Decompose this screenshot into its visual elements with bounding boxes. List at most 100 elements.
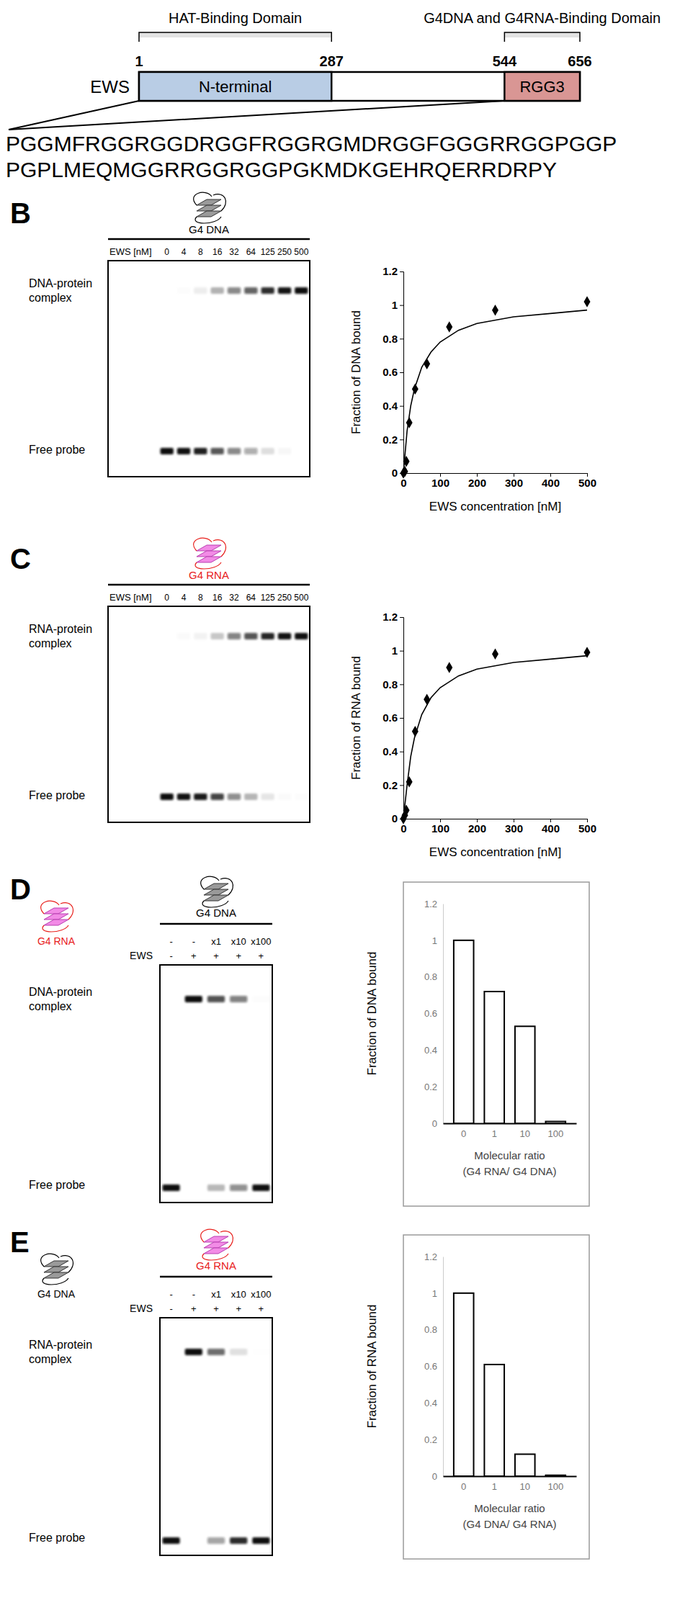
axis: 0100200300400500 [400, 819, 597, 835]
bracket-band [504, 32, 580, 38]
panel-letter: E [10, 1226, 30, 1259]
tick-mark [399, 372, 404, 374]
bar [484, 991, 505, 1124]
gel-band [294, 633, 308, 640]
tick: 0.6 [424, 1008, 444, 1020]
lane-label: - [169, 1289, 173, 1301]
tick: 1 [391, 644, 404, 657]
tick: 300 [504, 819, 523, 835]
lane-label: - [169, 1303, 173, 1315]
gel-band [244, 793, 258, 801]
gel-band [278, 448, 292, 455]
gel-band [207, 1184, 225, 1192]
residue-number: 287 [319, 53, 344, 70]
plot-area [453, 940, 566, 1124]
tick: 1.2 [424, 1251, 444, 1263]
tick-label: 0.6 [382, 365, 398, 379]
quartet [43, 1272, 69, 1279]
tick: 0.6 [382, 365, 404, 379]
lane-label: - [169, 936, 173, 948]
data-point [401, 466, 409, 478]
lane-label: 64 [246, 247, 257, 258]
axis: 00.20.40.60.811.2 [382, 610, 404, 825]
quartet [203, 895, 229, 902]
tick: 1 [491, 1476, 498, 1493]
tick-label: 1 [432, 1287, 438, 1299]
gel-band [261, 287, 275, 294]
gel-band [294, 448, 308, 455]
band-label: RNA-protein [28, 1339, 93, 1352]
loop [200, 876, 234, 908]
tick-label: 10 [520, 1128, 531, 1140]
lane-label: 0 [164, 592, 170, 603]
lane-label: x100 [250, 1289, 271, 1301]
tick-label: 0.2 [382, 779, 398, 792]
axis-line [443, 1123, 577, 1126]
tick-label: 0 [461, 1481, 467, 1493]
tick-label: 1.2 [424, 898, 438, 910]
protein-bar [139, 72, 580, 101]
loop [41, 1254, 74, 1286]
data-point [584, 296, 591, 308]
tick-label: 1 [432, 934, 438, 946]
tick: 200 [468, 473, 487, 490]
gel-band [229, 996, 248, 1003]
tick-label: 1 [491, 1128, 498, 1140]
tick: 0 [432, 1118, 444, 1130]
tick: 0.2 [424, 1081, 444, 1093]
lane-label: + [235, 950, 242, 962]
gel-band [244, 633, 258, 640]
tick-label: 0 [432, 1471, 438, 1483]
g4-icon [41, 1254, 74, 1286]
tick: 100 [431, 473, 450, 490]
x-axis-title: EWS concentration [nM] [429, 845, 562, 860]
tick: 10 [520, 1476, 531, 1493]
tick: 1.2 [382, 610, 404, 624]
tick-label: 0.8 [424, 1324, 438, 1336]
axis: 00.20.40.60.811.2 [424, 1251, 444, 1483]
axis: 0110100 [443, 1476, 577, 1493]
tick-label: 0.4 [424, 1045, 438, 1057]
probe-label: G4 DNA [188, 223, 230, 236]
gel-band [244, 448, 258, 455]
tick-label: 0 [400, 822, 407, 835]
panel-letter: C [10, 543, 31, 575]
residue-number: 656 [567, 53, 592, 70]
quartet [43, 1267, 69, 1273]
gel-band [227, 633, 241, 640]
plot-area [453, 1293, 566, 1477]
tick: 1 [432, 1287, 444, 1299]
gel-band [227, 793, 241, 801]
tick-label: 1 [391, 644, 398, 657]
tick-label: 0.6 [424, 1008, 438, 1020]
gel-band [261, 793, 275, 801]
axis: 00.20.40.60.811.2 [424, 898, 444, 1130]
lane-label: + [213, 950, 219, 962]
lane-label: - [192, 1289, 196, 1301]
loop [41, 901, 74, 933]
tick-label: 0 [391, 812, 398, 825]
tick-label: 0.2 [424, 1434, 438, 1446]
gel-band [229, 1537, 248, 1545]
quartet [196, 211, 222, 217]
panel-letter: D [10, 873, 31, 906]
gel-band [261, 448, 275, 455]
axis: 0110100 [443, 1123, 577, 1140]
quartet [203, 1248, 229, 1255]
tick-mark [399, 439, 404, 441]
lane-label: 16 [212, 247, 223, 258]
y-axis-title: Fraction of RNA bound [365, 1305, 379, 1430]
quartet [43, 919, 69, 926]
tick: 400 [541, 819, 560, 835]
tick: 300 [504, 473, 523, 490]
lane-label: 16 [212, 592, 223, 603]
tick: 1.2 [382, 265, 404, 278]
gel-band [177, 633, 191, 640]
axis-line [443, 904, 444, 1125]
g4-icon [193, 538, 227, 570]
tick: 0 [461, 1476, 467, 1493]
lane-label: 125 [260, 247, 276, 258]
row-label: EWS [129, 950, 153, 962]
gel-band [185, 996, 203, 1003]
tick-label: 400 [541, 476, 560, 490]
